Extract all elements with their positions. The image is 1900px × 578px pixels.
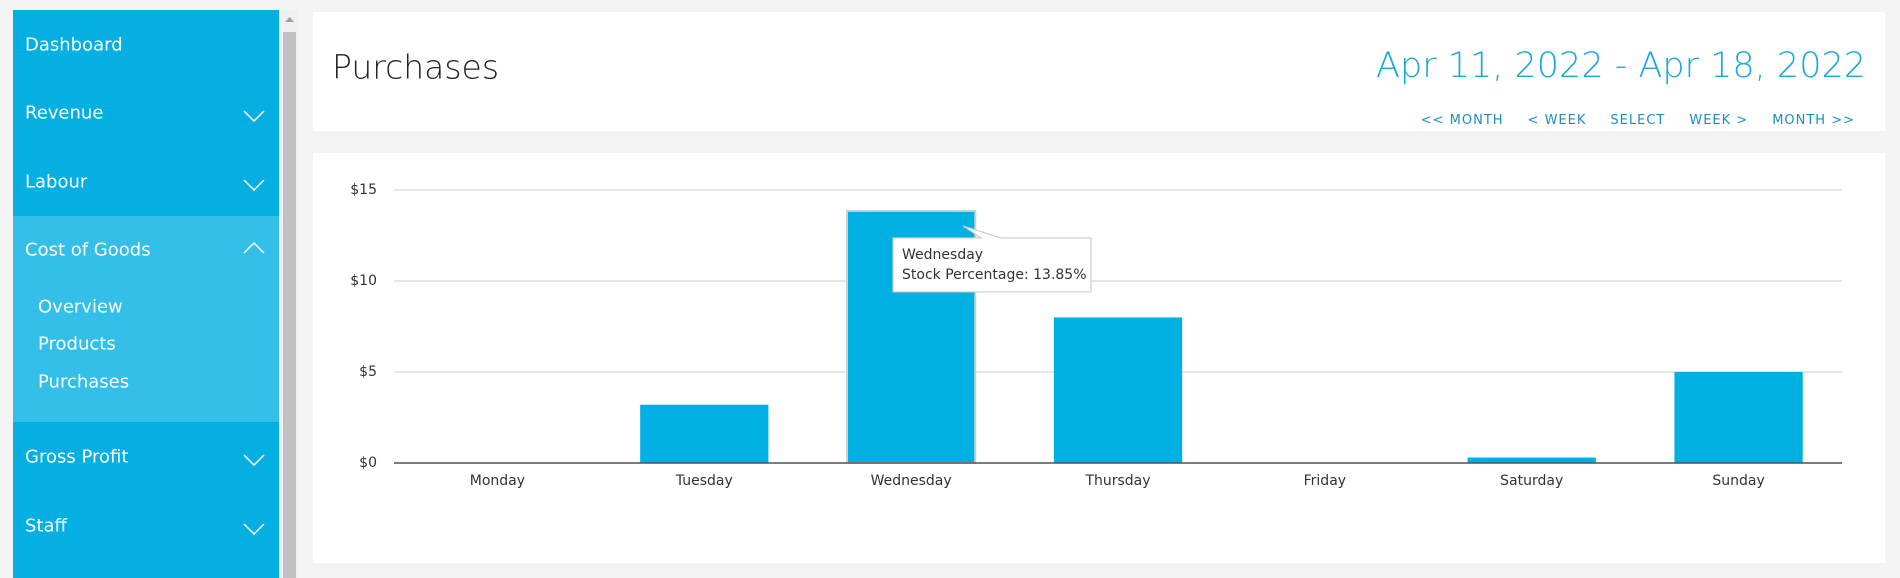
date-range: Apr 11, 2022 - Apr 18, 2022	[1376, 46, 1866, 86]
x-tick-label: Friday	[1304, 473, 1346, 489]
y-tick-label: $5	[359, 364, 377, 380]
scroll-thumb[interactable]	[283, 32, 296, 578]
chevron-up	[243, 242, 265, 254]
nav-item[interactable]: Labour	[25, 171, 88, 193]
tooltip-title: Wednesday	[902, 247, 983, 263]
nav-item[interactable]: Dashboard	[25, 34, 123, 56]
date-buttons: << MONTH < WEEK SELECT WEEK > MONTH >>	[1421, 113, 1855, 128]
bar	[1674, 372, 1803, 463]
chevron-down	[243, 179, 265, 191]
nav-item[interactable]: Staff	[25, 515, 67, 537]
submenu	[13, 216, 279, 422]
y-tick-label: $15	[350, 182, 377, 198]
bar	[1467, 457, 1596, 463]
x-tick-label: Wednesday	[871, 473, 952, 489]
page-title: Purchases	[332, 47, 500, 87]
chevron-down	[243, 454, 265, 466]
nav-item[interactable]: Gross Profit	[25, 446, 129, 468]
chevron-down	[243, 110, 265, 122]
header-panel: Purchases Apr 11, 2022 - Apr 18, 2022 <<…	[313, 12, 1885, 131]
tooltip-text: Stock Percentage: 13.85%	[902, 267, 1087, 283]
x-tick-label: Saturday	[1500, 473, 1563, 489]
tooltip-box	[892, 225, 1092, 293]
x-tick-label: Sunday	[1712, 473, 1764, 489]
chevron-down	[243, 523, 265, 535]
y-tick-label: $10	[350, 273, 377, 289]
sub-item[interactable]: Purchases	[38, 371, 130, 393]
select[interactable]: SELECT	[1610, 113, 1666, 128]
tooltip: Wednesday Stock Percentage: 13.85%	[892, 225, 1092, 293]
bar	[1053, 317, 1183, 463]
next-week[interactable]: WEEK >	[1689, 113, 1749, 128]
y-tick-label: $0	[359, 455, 377, 471]
sidebar: Dashboard Revenue Labour Cost of Goods O…	[13, 10, 279, 578]
x-tick-label: Monday	[470, 473, 525, 489]
scrollbar[interactable]	[281, 10, 298, 578]
nav-item[interactable]: Revenue	[25, 102, 104, 124]
nav-item[interactable]: Cost of Goods	[25, 239, 151, 261]
sub-item[interactable]: Overview	[38, 296, 123, 318]
scroll-arrow	[285, 17, 294, 22]
prev-week[interactable]: < WEEK	[1527, 113, 1587, 128]
chart-panel: $0 $5 $10 $15 Monday Tuesday Wednesday Thursday…	[313, 153, 1885, 563]
x-tick-label: Thursday	[1084, 473, 1150, 489]
x-tick-label: Tuesday	[675, 473, 733, 489]
next-month[interactable]: MONTH >>	[1772, 113, 1855, 128]
sub-item[interactable]: Products	[38, 333, 116, 355]
prev-month[interactable]: << MONTH	[1420, 113, 1504, 128]
chart: $0 $5 $10 $15 Monday Tuesday Wednesday Thursday…	[350, 182, 1842, 489]
bar	[640, 404, 769, 463]
